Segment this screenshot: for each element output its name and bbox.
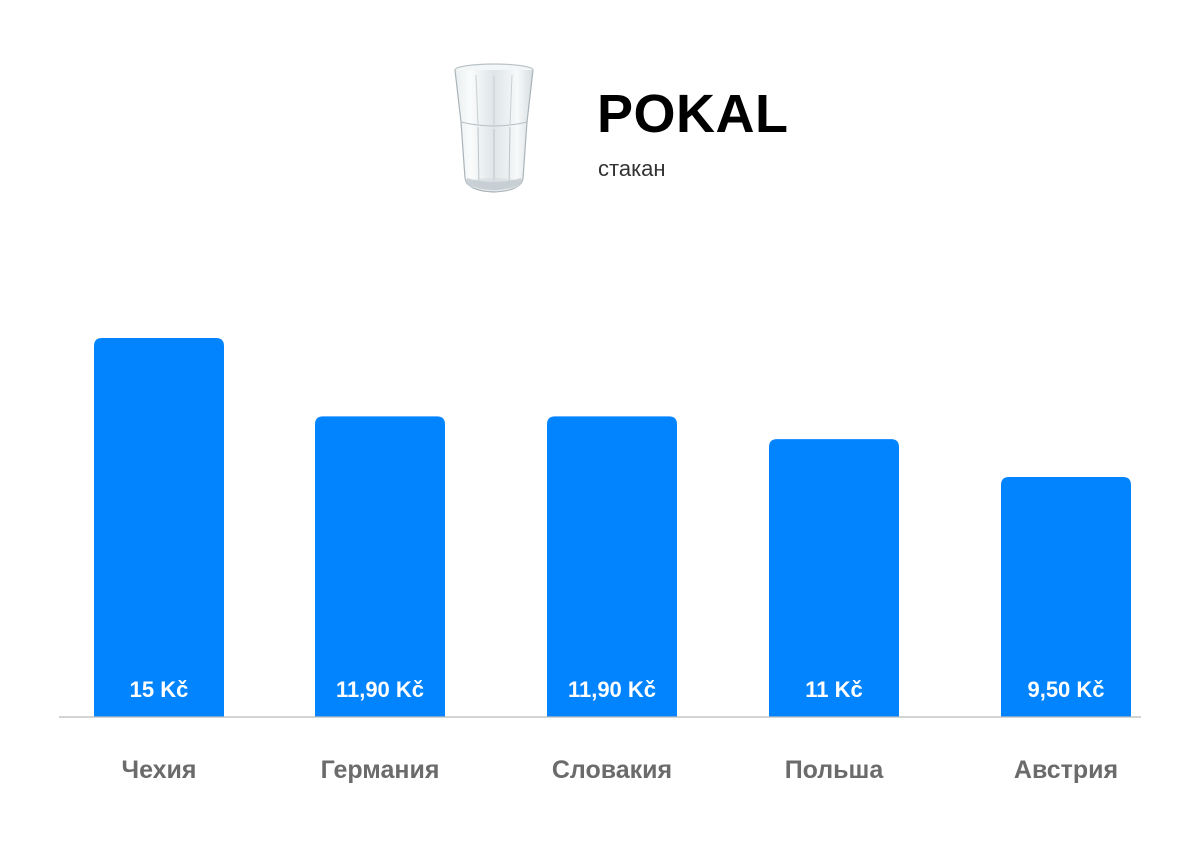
category-label: Германия — [321, 756, 440, 784]
bar-value-label: 11 Kč — [805, 677, 863, 702]
category-label: Словакия — [552, 756, 672, 784]
bar-3 — [547, 416, 677, 717]
bar-value-label: 11,90 Kč — [336, 677, 424, 702]
bar-value-label: 11,90 Kč — [568, 677, 656, 702]
bar-2 — [315, 416, 445, 717]
bar-4 — [769, 439, 899, 717]
glass-icon — [454, 63, 534, 193]
bar-1 — [94, 338, 224, 717]
bar-value-label: 15 Kč — [130, 677, 189, 702]
category-label: Австрия — [1014, 756, 1118, 784]
bar-5 — [1001, 476, 1131, 717]
labels-layer: Чехия Германия Словакия Польша Австрия — [122, 756, 1119, 784]
bars-layer: 15 Kč 11,90 Kč 11,90 Kč 11 Kč 9,50 Kč — [94, 338, 1131, 717]
category-label: Польша — [785, 756, 885, 784]
chart-header: POKAL стакан — [0, 0, 1200, 230]
bar-value-label: 9,50 Kč — [1027, 677, 1104, 702]
product-subtitle: стакан — [598, 156, 666, 181]
category-label: Чехия — [122, 756, 197, 784]
product-name: POKAL — [597, 84, 789, 144]
